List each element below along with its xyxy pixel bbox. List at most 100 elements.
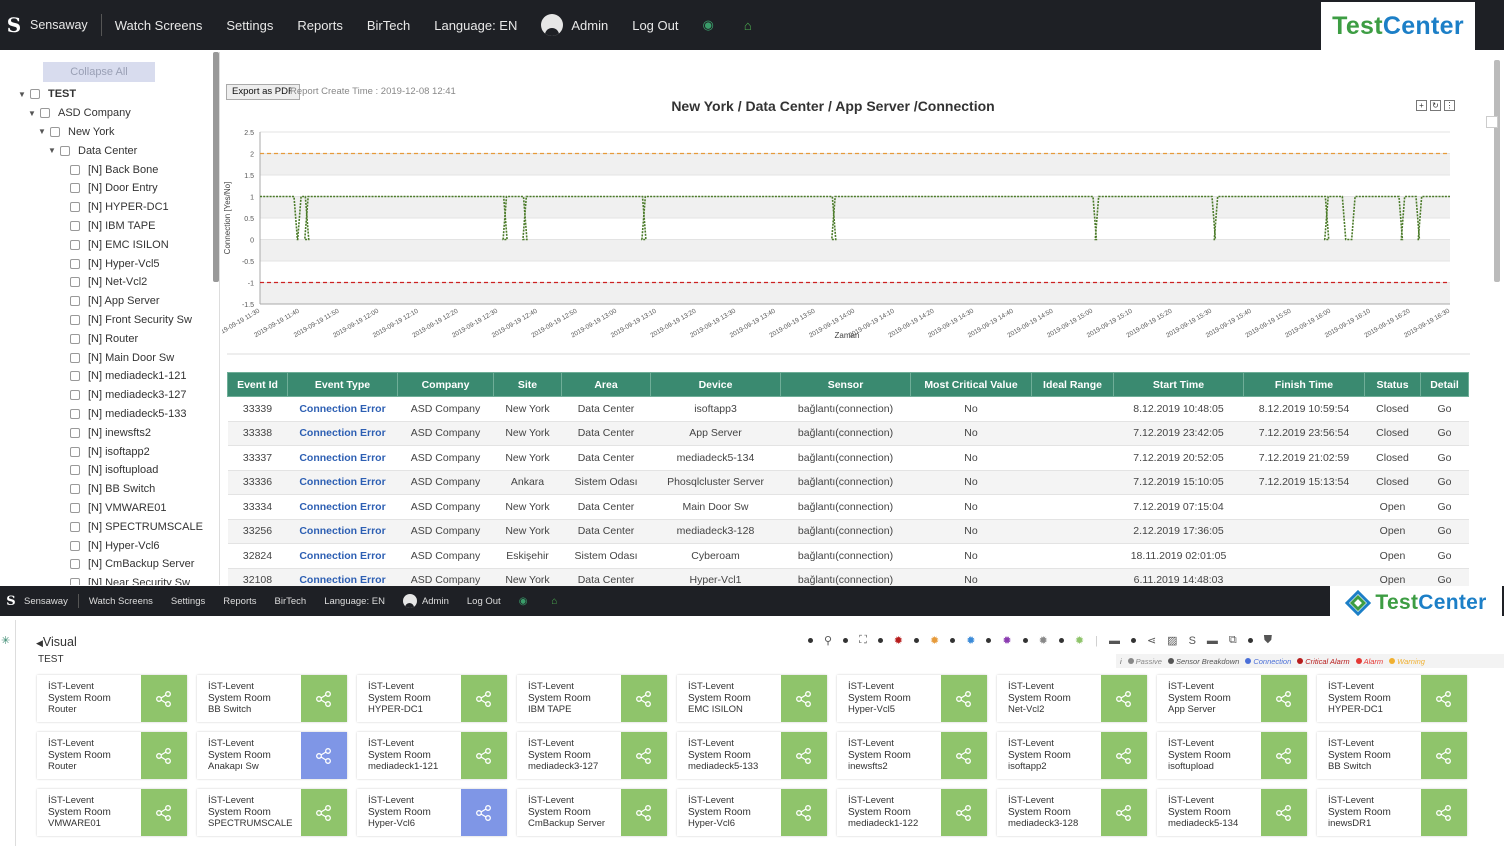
tree-device-item[interactable]: [N] Hyper-Vcl6	[0, 536, 203, 555]
status-circle-icon[interactable]: ◉	[518, 595, 528, 607]
tile-status-block[interactable]	[1101, 789, 1147, 836]
checkbox[interactable]	[70, 502, 80, 513]
event-type-link[interactable]: Connection Error	[287, 421, 398, 446]
column-header[interactable]: Event Id	[227, 372, 288, 397]
table-row[interactable]: 33256 Connection Error ASD Company New York…	[227, 519, 1469, 544]
tile-status-block[interactable]	[621, 675, 667, 722]
open-external-icon[interactable]: ⧉	[1228, 634, 1237, 646]
checkbox[interactable]	[70, 277, 80, 288]
device-tile[interactable]: İST-Levent System Room BB Switch	[1317, 732, 1467, 779]
device-tile[interactable]: İST-Levent System Room Anakapı Sw	[197, 732, 347, 779]
tile-status-block[interactable]	[941, 675, 987, 722]
visual-back-link[interactable]: ◀Visual	[36, 635, 77, 649]
nav-reports[interactable]: Reports	[297, 17, 343, 33]
tree-device-item[interactable]: [N] inewsfts2	[0, 423, 203, 442]
tile-status-block[interactable]	[301, 675, 347, 722]
tree-device-item[interactable]: [N] Hyper-Vcl5	[0, 254, 203, 273]
checkbox[interactable]	[40, 108, 50, 119]
checkbox[interactable]	[70, 220, 80, 231]
tile-status-block[interactable]	[1261, 732, 1307, 779]
tile-status-block[interactable]	[1101, 675, 1147, 722]
minus-icon[interactable]: ▬	[1108, 634, 1120, 647]
tree-device-item[interactable]: [N] isoftupload	[0, 461, 203, 480]
device-tile[interactable]: İST-Levent System Room mediadeck3-128	[997, 789, 1147, 836]
column-header[interactable]: Company	[397, 372, 494, 397]
tree-device-item[interactable]: [N] App Server	[0, 292, 203, 311]
tile-status-block[interactable]	[621, 732, 667, 779]
tree-device-item[interactable]: [N] Front Security Sw	[0, 311, 203, 330]
checkbox[interactable]	[70, 183, 80, 194]
device-tile[interactable]: İST-Levent System Room Router	[37, 675, 187, 722]
tree-device-item[interactable]: [N] VMWARE01	[0, 499, 203, 518]
info-bug-icon[interactable]: ✹	[966, 635, 976, 647]
column-header[interactable]: Ideal Range	[1031, 372, 1114, 397]
gray-bug-icon[interactable]: ✹	[1038, 635, 1048, 647]
column-header[interactable]: Finish Time	[1243, 372, 1365, 397]
tile-status-block[interactable]	[1421, 675, 1467, 722]
table-row[interactable]: 33338 Connection Error ASD Company New York…	[227, 421, 1469, 446]
note-icon[interactable]: ▨	[1167, 635, 1178, 647]
device-tile[interactable]: İST-Levent System Room HYPER-DC1	[357, 675, 507, 722]
device-tile[interactable]: İST-Levent System Room CmBackup Server	[517, 789, 667, 836]
nav-language[interactable]: Language: EN	[434, 17, 518, 33]
caret-down-icon[interactable]: ▼	[38, 127, 46, 137]
device-tile[interactable]: İST-Levent System Room HYPER-DC1	[1317, 675, 1467, 722]
tile-status-block[interactable]	[941, 789, 987, 836]
tree-device-item[interactable]: [N] Near Security Sw	[0, 574, 203, 585]
nav-birtech[interactable]: BirTech	[274, 595, 307, 607]
purple-bug-icon[interactable]: ✹	[1002, 635, 1012, 647]
checkbox[interactable]	[70, 465, 80, 476]
brand-name[interactable]: Sensaway	[24, 595, 68, 607]
column-header[interactable]: Start Time	[1113, 372, 1244, 397]
export-pdf-button[interactable]: Export as PDF	[226, 84, 300, 100]
tile-status-block[interactable]	[141, 789, 187, 836]
checkbox[interactable]	[70, 202, 80, 213]
user-avatar-icon[interactable]	[541, 14, 564, 36]
tree-device-item[interactable]: [N] Router	[0, 329, 203, 348]
column-header[interactable]: Device	[650, 372, 781, 397]
tree-device-item[interactable]: [N] EMC ISILON	[0, 235, 203, 254]
caret-down-icon[interactable]: ▼	[18, 89, 26, 99]
nav-language[interactable]: Language: EN	[324, 595, 385, 607]
tree-device-item[interactable]: [N] SPECTRUMSCALE	[0, 517, 203, 536]
tree-device-item[interactable]: [N] CmBackup Server	[0, 555, 203, 574]
column-header[interactable]: Most Critical Value	[910, 372, 1032, 397]
tree-node-root[interactable]: ▼ TEST	[18, 88, 77, 101]
sensaway-logo-icon[interactable]: S	[6, 593, 16, 609]
event-type-link[interactable]: Connection Error	[287, 519, 398, 544]
checkbox[interactable]	[70, 578, 80, 585]
share-icon[interactable]: ⋖	[1146, 635, 1157, 647]
column-header[interactable]: Detail	[1420, 372, 1469, 397]
checkbox[interactable]	[70, 352, 80, 363]
tree-device-item[interactable]: [N] Back Bone	[0, 160, 203, 179]
tree-device-item[interactable]: [N] isoftapp2	[0, 442, 203, 461]
nav-birtech[interactable]: BirTech	[366, 17, 411, 33]
column-header[interactable]: Event Type	[287, 372, 398, 397]
device-tile[interactable]: İST-Levent System Room Hyper-Vcl6	[677, 789, 827, 836]
warning-bug-icon[interactable]: ✹	[929, 635, 940, 647]
device-tile[interactable]: İST-Levent System Room mediadeck5-134	[1157, 789, 1307, 836]
signal-icon[interactable]: ✳	[1, 635, 11, 647]
fullscreen-icon[interactable]: ⛶	[859, 634, 867, 646]
device-tile[interactable]: İST-Levent System Room App Server	[1157, 675, 1307, 722]
checkbox[interactable]	[70, 521, 80, 532]
critical-bug-icon[interactable]: ✹	[893, 635, 903, 647]
detail-go-link[interactable]: Go	[1420, 494, 1469, 520]
tile-status-block[interactable]	[461, 789, 507, 836]
detail-go-link[interactable]: Go	[1420, 519, 1469, 544]
table-row[interactable]: 32824 Connection Error ASD Company Eskişehi…	[227, 543, 1469, 569]
tile-status-block[interactable]	[621, 789, 667, 836]
checkbox[interactable]	[70, 258, 80, 269]
tree-node-area[interactable]: ▼ Data Center	[48, 144, 138, 157]
checkbox[interactable]	[50, 126, 60, 137]
device-tile[interactable]: İST-Levent System Room Router	[37, 732, 187, 779]
caret-down-icon[interactable]: ▼	[28, 108, 36, 118]
column-header[interactable]: Sensor	[780, 372, 911, 397]
search-icon[interactable]: ⚲	[824, 635, 833, 647]
event-type-link[interactable]: Connection Error	[287, 470, 398, 495]
event-type-link[interactable]: Connection Error	[287, 543, 398, 569]
device-tile[interactable]: İST-Levent System Room mediadeck3-127	[517, 732, 667, 779]
nav-admin[interactable]: Admin	[571, 17, 609, 33]
table-row[interactable]: 33336 Connection Error ASD Company Ankara Si…	[227, 470, 1469, 495]
event-type-link[interactable]: Connection Error	[287, 445, 398, 471]
